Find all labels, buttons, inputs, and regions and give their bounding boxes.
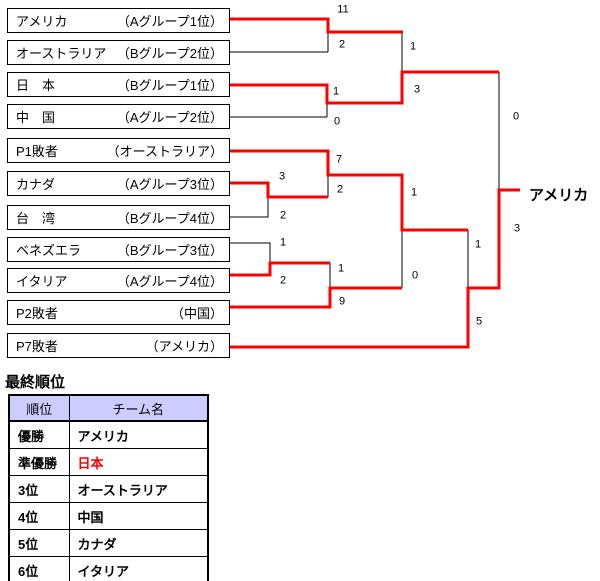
bracket-lines (230, 17, 520, 349)
score-australia-vs-p7: 1 (474, 238, 482, 251)
team-name: ベネズエラ (16, 243, 82, 258)
header-rank: 順位 (8, 394, 70, 422)
score-japan-final: 0 (512, 110, 520, 123)
path-japan-to-final (230, 70, 499, 105)
team-seed: （中国） (170, 306, 223, 321)
line-venezuela (230, 242, 271, 263)
team-name: 台 湾 (16, 211, 56, 226)
team-box-japan: 日 本 （Bグループ1位） (7, 72, 230, 97)
standings-section: 順位 チーム名 優勝 アメリカ 準優勝 日本 3位 オーストラリア 4位 中国 … (8, 394, 209, 581)
team-seed: （Aグループ2位） (116, 110, 223, 125)
team-cell: イタリア (68, 556, 209, 581)
team-name: カナダ (16, 177, 56, 192)
standings-header-row: 順位 チーム名 (8, 394, 209, 422)
team-seed: （Bグループ4位） (116, 211, 223, 226)
team-seed: （Aグループ1位） (116, 14, 223, 29)
table-row: 準優勝 日本 (8, 448, 209, 476)
score-usa-r1: 11 (337, 3, 349, 16)
score-canada-vs-p1loser: 2 (336, 183, 344, 196)
score-japan-semifinal: 3 (413, 83, 421, 96)
standings-table: 順位 チーム名 優勝 アメリカ 準優勝 日本 3位 オーストラリア 4位 中国 … (8, 394, 209, 581)
score-p7loser: 5 (475, 315, 483, 328)
team-box-australia: オーストラリア （Bグループ2位） (7, 40, 230, 65)
line-taiwan (230, 197, 269, 218)
team-cell: カナダ (68, 529, 209, 557)
path-p7loser-usa-champion (230, 188, 520, 349)
team-seed: （オーストラリア） (106, 144, 223, 159)
score-china-consol: 0 (411, 269, 419, 282)
team-box-usa: アメリカ （Aグループ1位） (7, 8, 230, 33)
team-seed: （Bグループ2位） (116, 46, 223, 61)
champion-label: アメリカ (529, 187, 589, 204)
team-box-p7-loser: P7敗者 （アメリカ） (7, 333, 230, 358)
path-usa-r1-win (230, 17, 403, 34)
score-canada: 3 (278, 170, 286, 183)
table-row: 3位 オーストラリア (8, 475, 209, 503)
team-name: オーストラリア (16, 46, 107, 61)
team-seed: （Bグループ3位） (116, 243, 223, 258)
team-name: イタリア (16, 274, 68, 289)
rank-cell: 優勝 (8, 420, 70, 449)
score-australia-consol: 1 (410, 186, 418, 199)
team-name: P2敗者 (16, 306, 58, 321)
team-box-p1-loser: P1敗者 （オーストラリア） (7, 138, 230, 163)
score-usa-final: 3 (513, 222, 521, 235)
score-australia-r1: 2 (338, 38, 346, 51)
team-box-p2-loser: P2敗者 （中国） (7, 300, 230, 325)
team-box-italy: イタリア （Aグループ4位） (7, 268, 230, 293)
score-p2loser: 9 (338, 295, 346, 308)
score-taiwan: 2 (279, 209, 287, 222)
header-team: チーム名 (68, 394, 209, 422)
team-cell: アメリカ (68, 420, 209, 449)
team-box-canada: カナダ （Aグループ3位） (7, 171, 230, 196)
team-box-china: 中 国 （Aグループ2位） (7, 104, 230, 129)
score-italy-vs-p2loser: 1 (337, 262, 345, 275)
team-name: 日 本 (16, 78, 56, 93)
rank-cell: 6位 (8, 556, 70, 581)
score-china-r1: 0 (333, 115, 341, 128)
score-japan-r1: 1 (332, 85, 340, 98)
table-row: 優勝 アメリカ (8, 420, 209, 449)
table-row: 4位 中国 (8, 502, 209, 530)
team-seed: （Bグループ1位） (116, 78, 223, 93)
team-cell: 中国 (68, 502, 209, 530)
team-name: P1敗者 (16, 144, 58, 159)
team-cell: オーストラリア (68, 475, 209, 503)
rank-cell: 4位 (8, 502, 70, 530)
rank-cell: 5位 (8, 529, 70, 557)
team-cell-runner-up: 日本 (68, 448, 209, 476)
team-name: 中 国 (16, 110, 56, 125)
team-name: アメリカ (16, 14, 68, 29)
team-name: P7敗者 (16, 339, 58, 354)
score-usa-semifinal: 1 (409, 40, 417, 53)
path-canada-win (230, 181, 328, 199)
team-seed: （アメリカ） (145, 339, 223, 354)
score-venezuela: 1 (279, 236, 287, 249)
score-p1loser: 7 (335, 153, 343, 166)
path-p1loser-australia (230, 149, 468, 232)
team-seed: （Aグループ4位） (116, 274, 223, 289)
standings-title: 最終順位 (5, 374, 66, 391)
path-p2loser-china (230, 286, 402, 309)
path-italy-win (230, 261, 330, 277)
rank-cell: 3位 (8, 475, 70, 503)
table-row: 5位 カナダ (8, 529, 209, 557)
team-box-taiwan: 台 湾 （Bグループ4位） (7, 205, 230, 230)
team-box-venezuela: ベネズエラ （Bグループ3位） (7, 237, 230, 262)
rank-cell: 準優勝 (8, 448, 70, 476)
score-italy: 2 (279, 274, 287, 287)
table-row: 6位 イタリア (8, 556, 209, 581)
team-seed: （Aグループ3位） (116, 177, 223, 192)
